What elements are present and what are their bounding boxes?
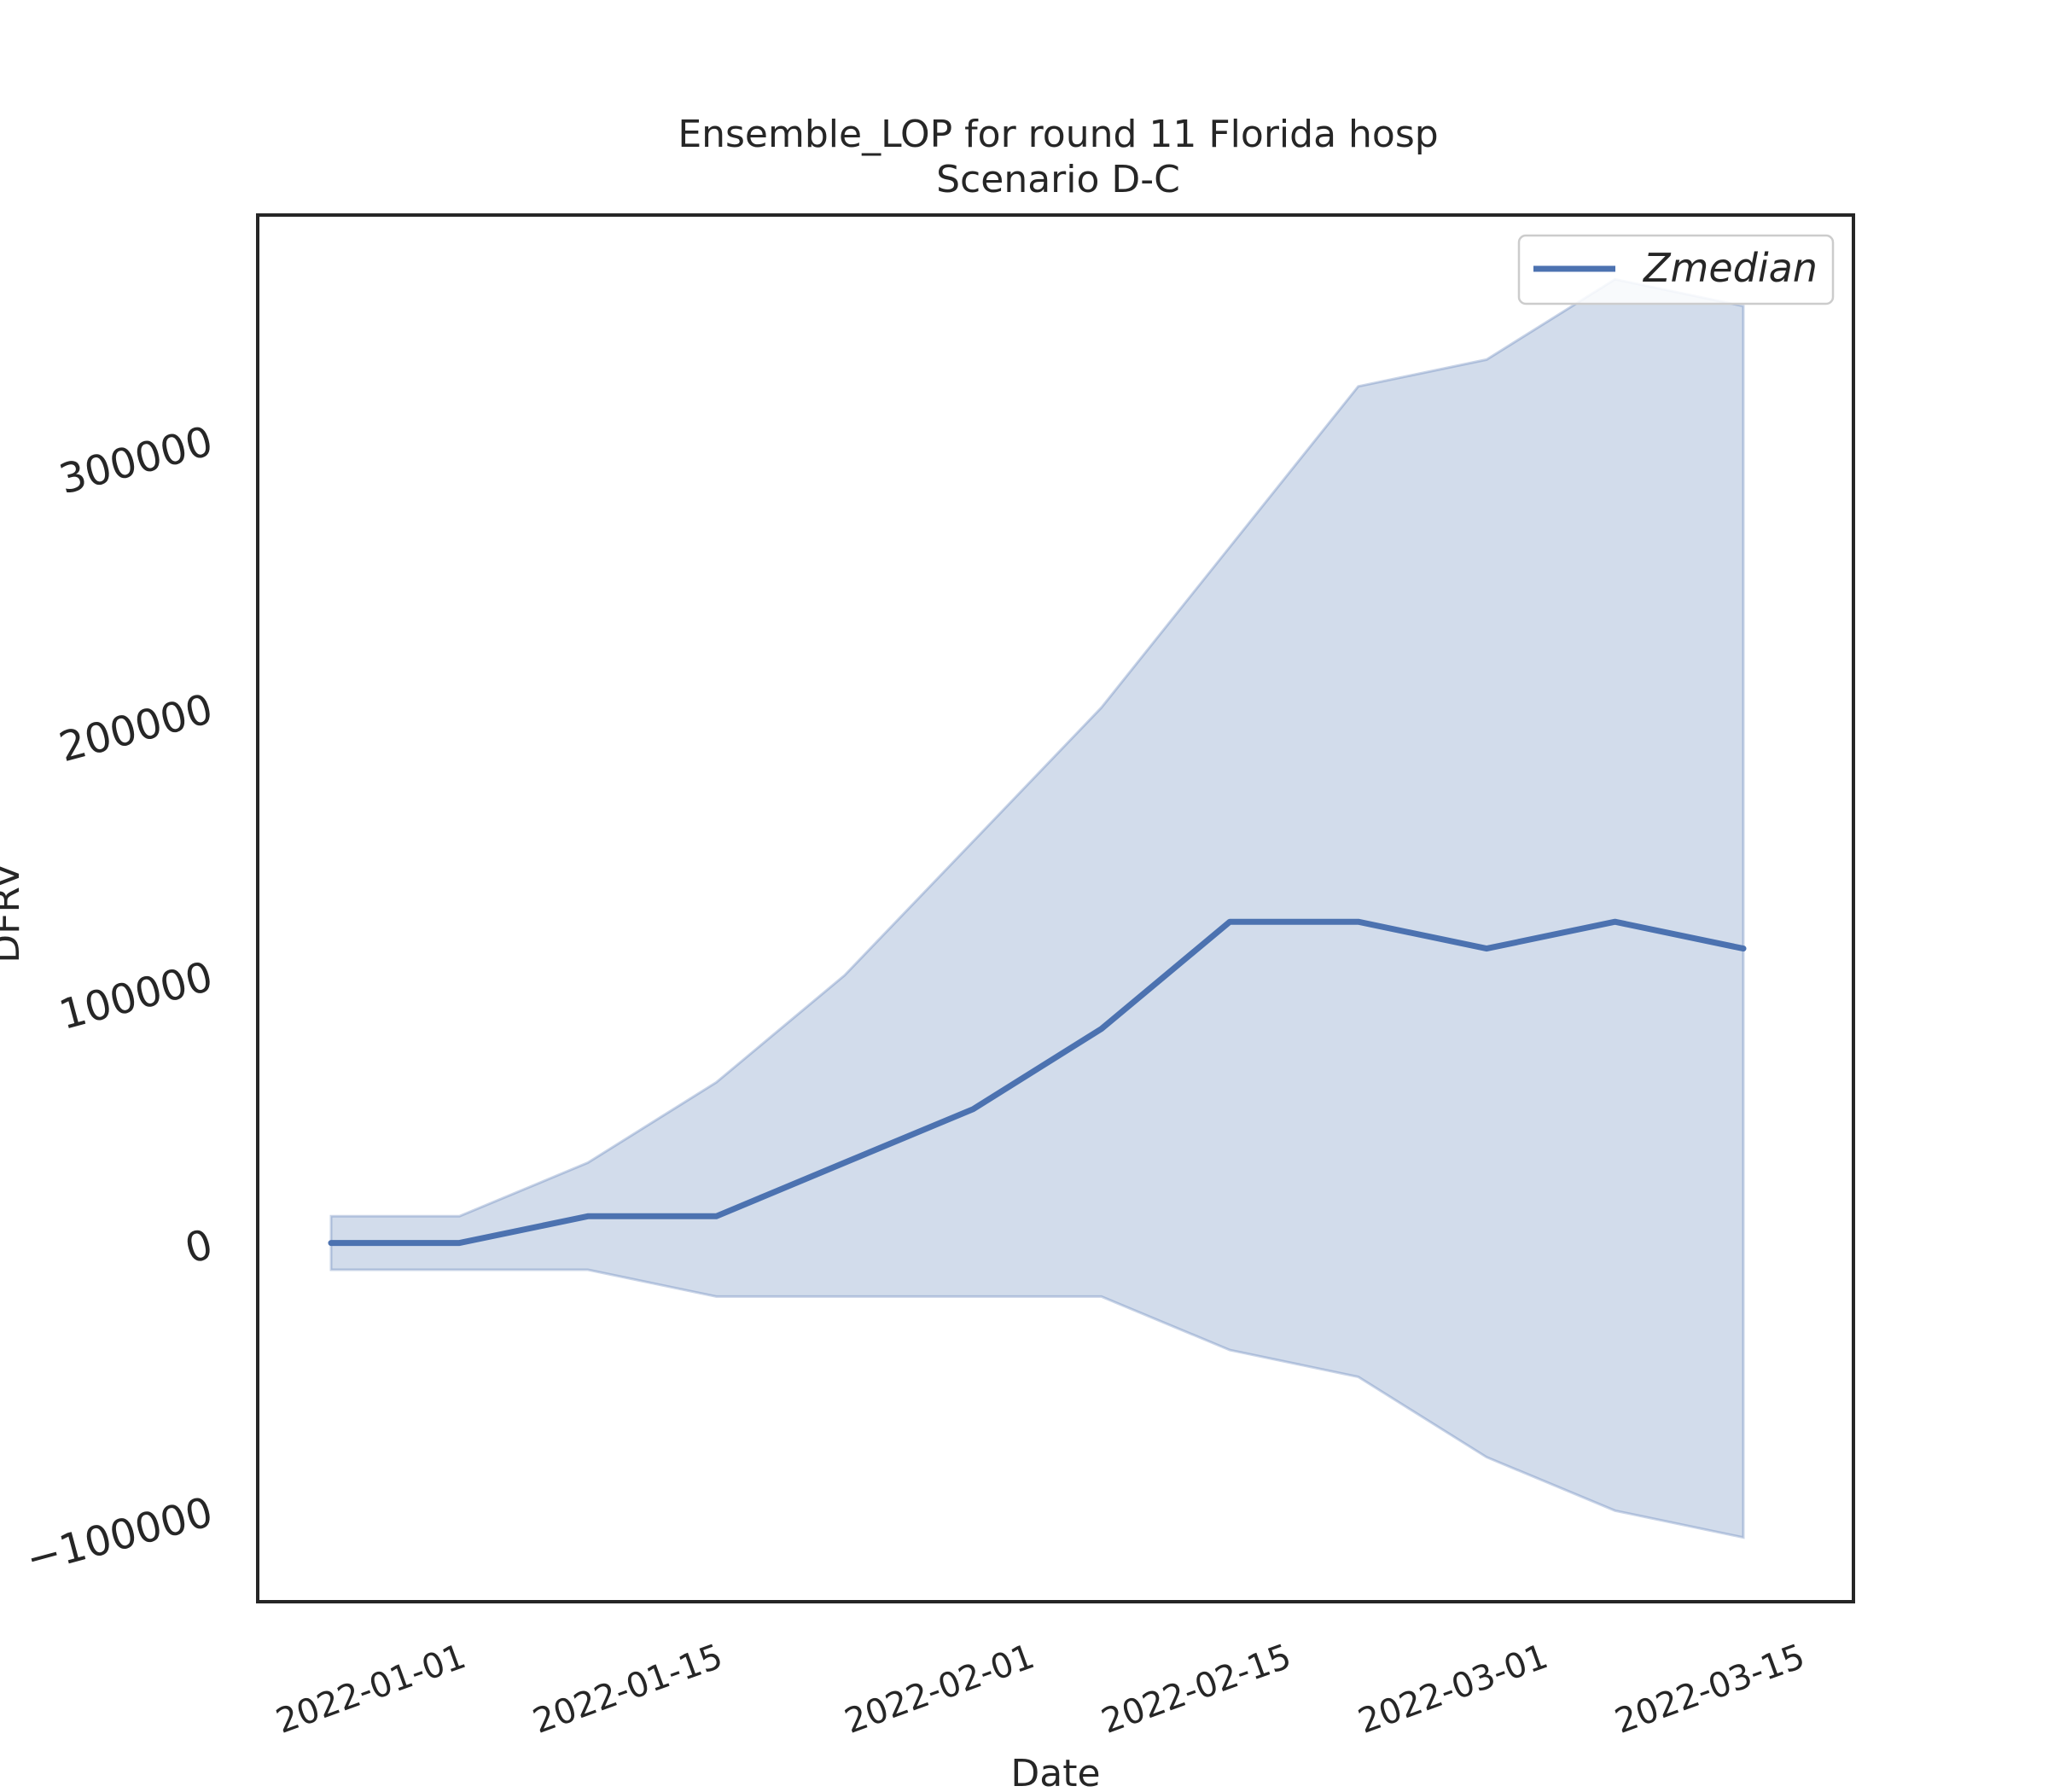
x-axis-label: Date — [1010, 1752, 1100, 1792]
plot-area — [328, 277, 1747, 1539]
series-line-zmedian — [328, 918, 1747, 1247]
legend-label-zmedian: Zmedian — [1642, 245, 1818, 291]
y-tick-label: 200000 — [55, 685, 218, 772]
y-axis-ticks: −100000 0 100000 200000 300000 — [21, 417, 218, 1584]
y-tick-label: 0 — [180, 1220, 218, 1273]
uncertainty-band — [329, 277, 1745, 1539]
y-tick-label: 100000 — [55, 952, 218, 1039]
x-tick-label: 2022-02-01 — [840, 1637, 1039, 1742]
x-tick-label: 2022-03-15 — [1610, 1637, 1810, 1742]
legend: Zmedian — [1517, 234, 1835, 305]
x-tick-label: 2022-02-15 — [1097, 1637, 1296, 1742]
y-tick-label: 300000 — [55, 417, 218, 504]
y-tick-label: −100000 — [21, 1488, 218, 1584]
x-tick-label: 2022-01-15 — [528, 1637, 728, 1742]
x-tick-label: 2022-01-01 — [271, 1637, 471, 1742]
legend-box — [1517, 234, 1835, 305]
y-axis-label: DFRV — [0, 863, 28, 963]
chart-subtitle: Scenario D-C — [936, 158, 1180, 201]
chart-title: Ensemble_LOP for round 11 Florida hosp — [678, 113, 1438, 156]
x-axis-ticks: 2022-01-01 2022-01-15 2022-02-01 2022-02-15… — [271, 1637, 1810, 1742]
plot-frame — [256, 213, 1855, 1603]
x-tick-label: 2022-03-01 — [1353, 1637, 1553, 1742]
